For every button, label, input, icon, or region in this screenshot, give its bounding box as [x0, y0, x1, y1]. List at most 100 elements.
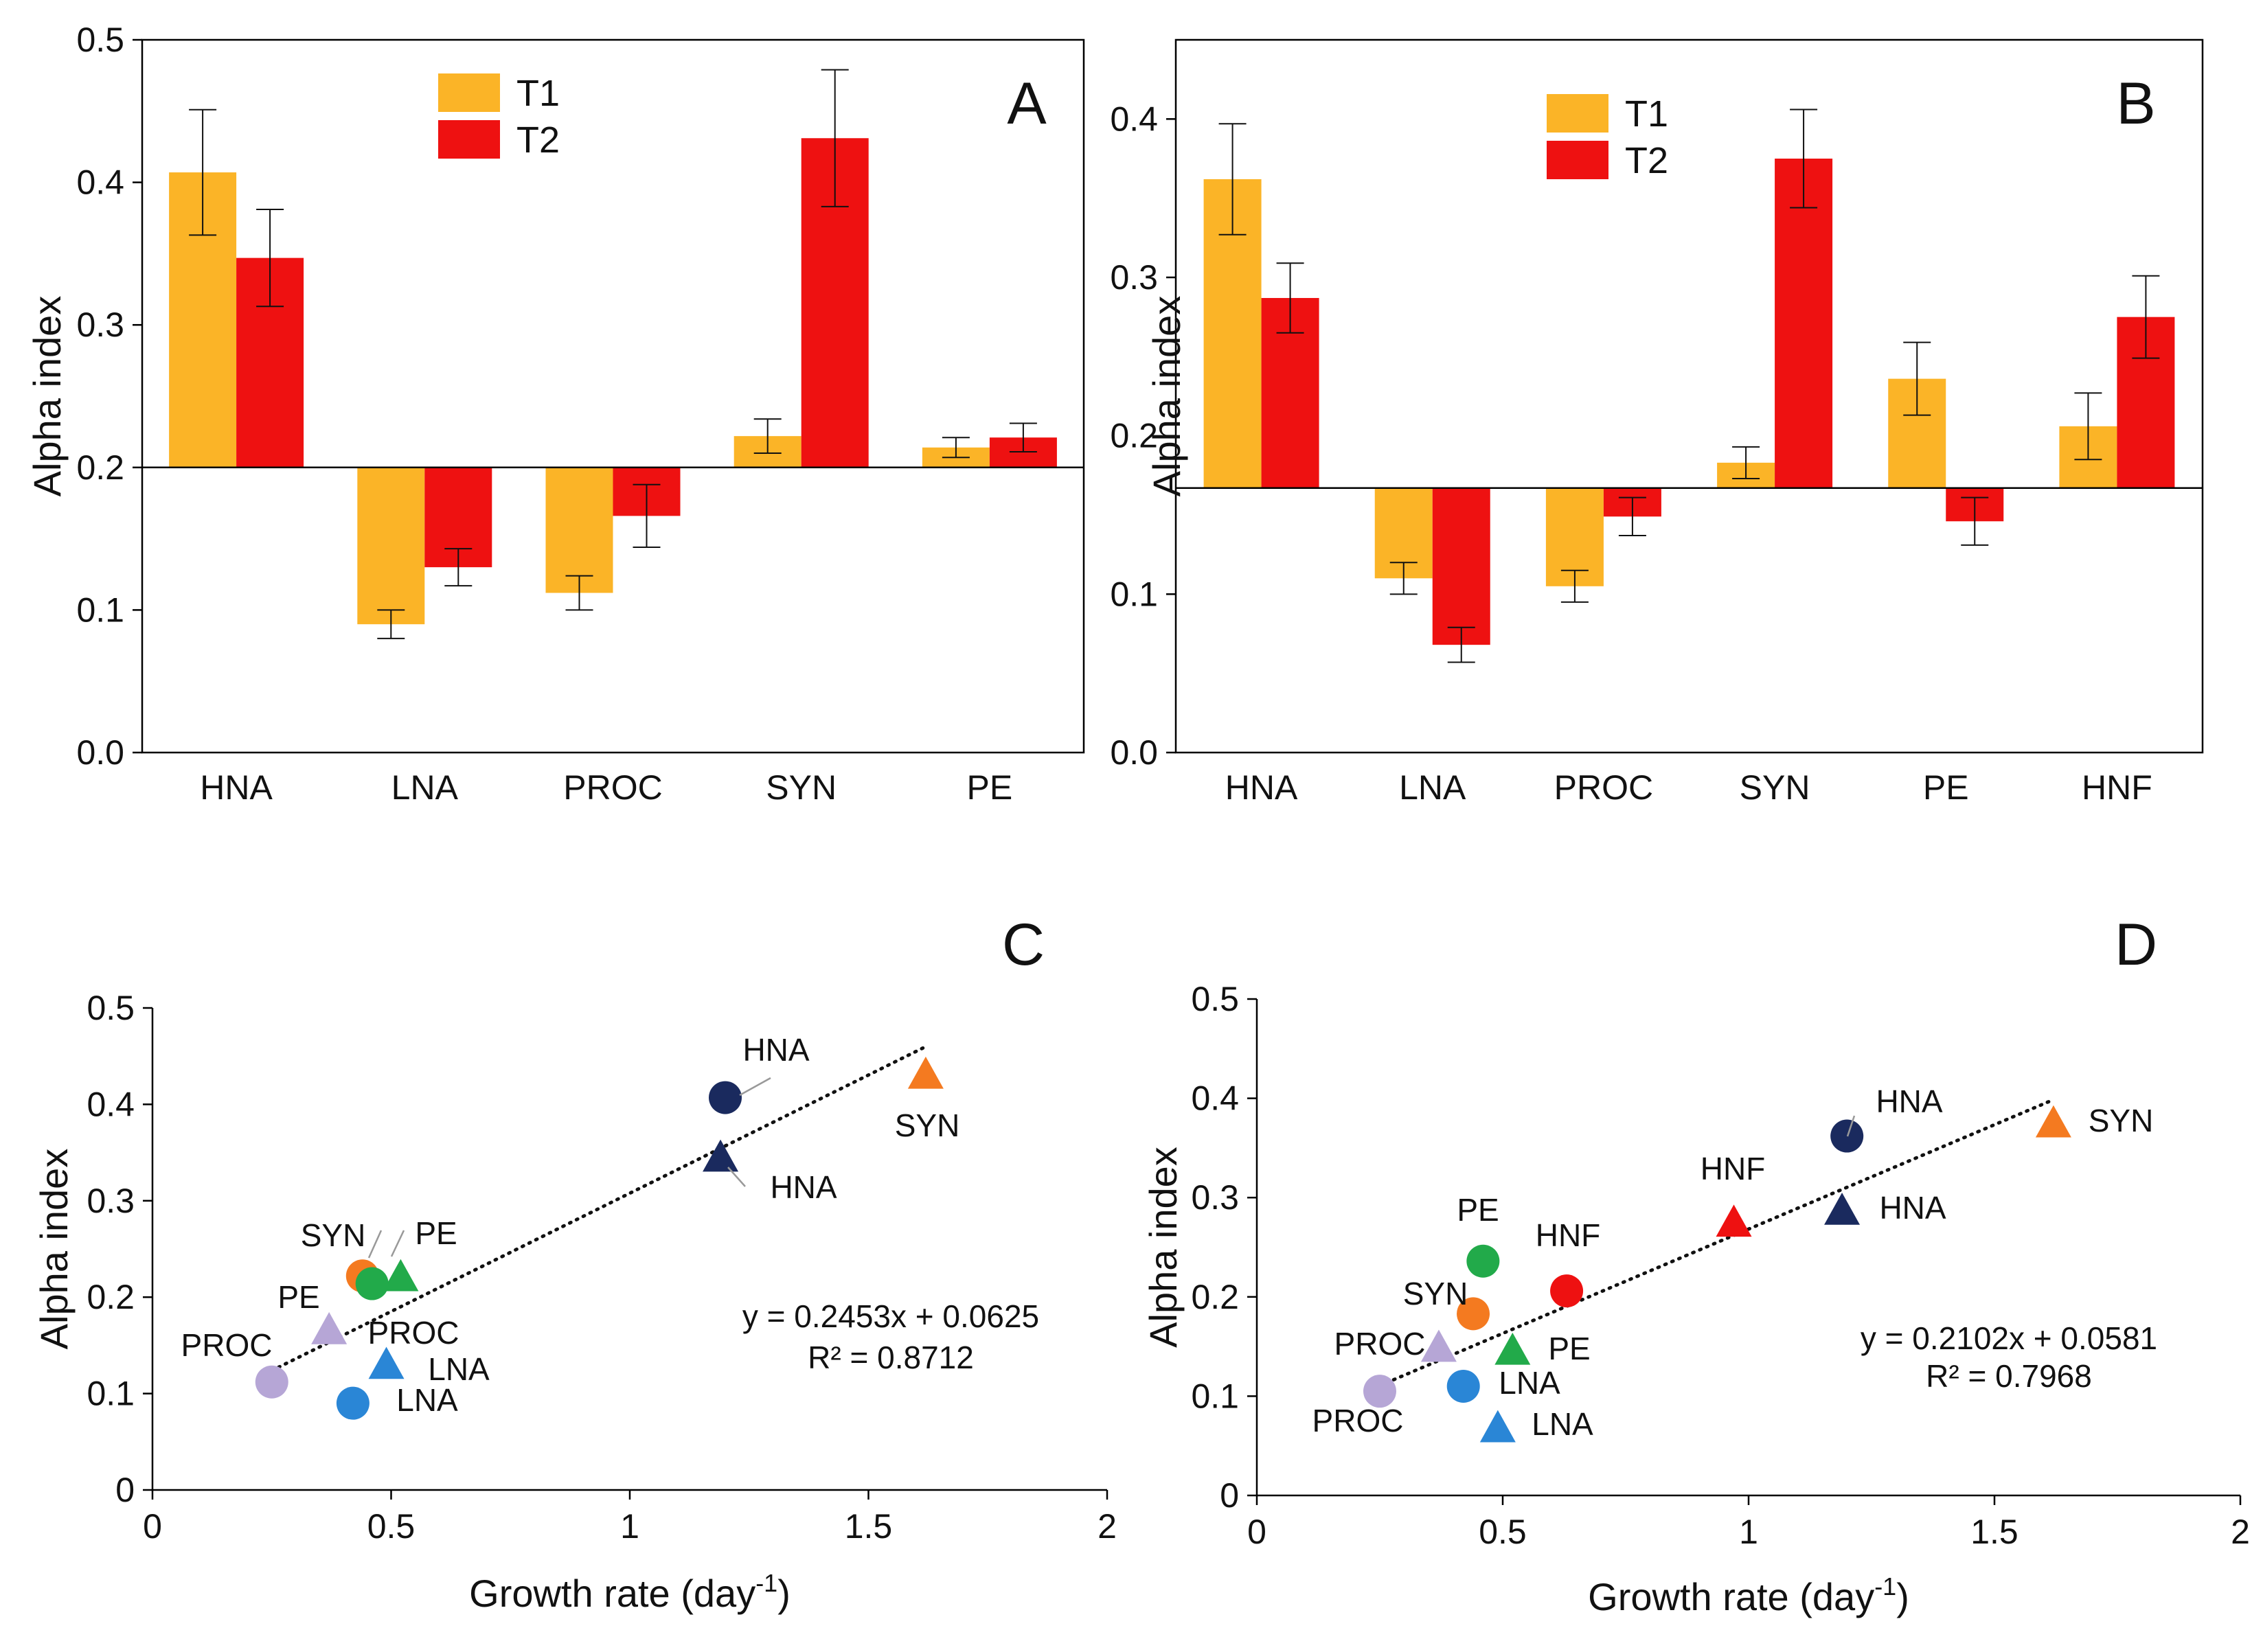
label-leader-line — [367, 1230, 383, 1259]
y-tick-label: 0.4 — [1191, 1079, 1239, 1118]
y-tick-label: 0.1 — [76, 590, 124, 629]
x-tick-label: 2 — [1098, 1507, 1117, 1546]
data-point-circle-pe — [1466, 1244, 1500, 1278]
point-label: PROC — [368, 1315, 459, 1351]
label-leader-line — [1846, 1115, 1856, 1137]
point-label: PE — [1457, 1192, 1499, 1228]
point-label: LNA — [1532, 1406, 1593, 1442]
y-tick-label: 0.3 — [1110, 258, 1158, 297]
point-label: SYN — [895, 1108, 960, 1143]
panel-b-bar-chart: 0.0 0.1 0.2 0.3 0.4 HNA LNA PROC SYN PE HNF Alpha i… — [1110, 38, 2204, 807]
legend-label: T2 — [516, 119, 560, 161]
point-label: PROC — [1334, 1326, 1426, 1362]
y-tick-label: 0.1 — [1110, 575, 1158, 613]
panel-letter: D — [2115, 912, 2157, 978]
label-leader-line — [727, 1167, 746, 1187]
category-label: PE — [967, 768, 1013, 807]
point-label: SYN — [2089, 1103, 2154, 1138]
bar-t1-lna — [357, 467, 425, 625]
point-label: LNA — [428, 1351, 490, 1387]
category-label: LNA — [1399, 768, 1466, 807]
data-point-circle-hna — [709, 1081, 742, 1114]
x-axis-label: Growth rate (day-1) — [469, 1569, 791, 1615]
panel-letter: A — [1007, 71, 1047, 137]
category-label: HNA — [200, 768, 273, 807]
y-axis-label: Alpha index — [25, 296, 69, 497]
x-axis-label: Growth rate (day-1) — [1588, 1572, 1909, 1618]
x-axis-label-superscript: -1 — [1874, 1572, 1896, 1601]
data-point-triangle-hna — [703, 1139, 739, 1172]
category-label: SYN — [766, 768, 837, 807]
category-label: PE — [1923, 768, 1969, 807]
y-tick-label: 0.1 — [1191, 1377, 1239, 1415]
legend-swatch-t2 — [1547, 141, 1608, 179]
legend-label: T1 — [1625, 93, 1668, 135]
category-label: SYN — [1740, 768, 1810, 807]
legend-swatch-t1 — [1547, 94, 1608, 133]
data-point-circle-hnf — [1550, 1274, 1584, 1308]
legend-swatch-t1 — [438, 73, 500, 112]
x-tick-label: 2 — [2231, 1513, 2250, 1551]
category-label: HNA — [1225, 768, 1298, 807]
panel-letter: B — [2116, 71, 2155, 137]
y-axis-label: Alpha index — [32, 1149, 76, 1350]
data-point-triangle-syn — [907, 1056, 944, 1089]
plot-frame — [1174, 38, 2204, 754]
y-tick-label: 0.0 — [1110, 733, 1158, 772]
x-tick-label: 0.5 — [367, 1507, 416, 1546]
legend-label: T1 — [516, 73, 560, 114]
y-tick-label: 0.5 — [87, 989, 135, 1027]
data-point-triangle-hnf — [1716, 1204, 1752, 1237]
data-point-triangle-lna — [368, 1346, 405, 1379]
legend-swatch-t2 — [438, 120, 500, 159]
panel-a-bar-chart: 0.0 0.1 0.2 0.3 0.4 0.5 HNA LNA PROC SYN PE Alpha i… — [25, 21, 1085, 807]
data-point-triangle-pe — [383, 1259, 419, 1292]
category-label: PROC — [563, 768, 662, 807]
y-tick-label: 0.3 — [76, 306, 124, 344]
data-point-triangle-hna — [1824, 1192, 1861, 1225]
x-tick-label: 1.5 — [845, 1507, 893, 1546]
data-point-triangle-proc — [311, 1311, 348, 1344]
r-squared: R² = 0.7968 — [1926, 1358, 2092, 1394]
y-tick-label: 0 — [1220, 1476, 1239, 1515]
category-label: PROC — [1554, 768, 1653, 807]
panel-letter: C — [1002, 912, 1045, 978]
y-axis-label: Alpha index — [1145, 296, 1188, 497]
point-label: HNF — [1536, 1217, 1601, 1253]
point-label: LNA — [1499, 1365, 1560, 1401]
trend-line — [270, 1044, 928, 1373]
plot-frame — [141, 38, 1085, 754]
x-axis-label-main: Growth rate (day — [1588, 1575, 1874, 1618]
x-axis-label-end: ) — [777, 1572, 791, 1615]
y-tick-label: 0.1 — [87, 1375, 135, 1413]
bar-t2-syn — [1775, 159, 1833, 488]
point-label: HNA — [1876, 1083, 1942, 1119]
y-tick-label: 0.5 — [76, 21, 124, 59]
point-label: PE — [1548, 1331, 1590, 1366]
point-label: SYN — [301, 1217, 366, 1253]
point-label: HNF — [1701, 1151, 1766, 1186]
y-tick-label: 0.0 — [76, 733, 124, 772]
point-label: PE — [415, 1215, 457, 1251]
label-leader-line — [739, 1077, 771, 1097]
y-tick-label: 0.4 — [1110, 100, 1158, 138]
label-leader-line — [390, 1230, 405, 1257]
panel-d-scatter-plot: 0 0.1 0.2 0.3 0.4 0.5 0 0.5 1 1.5 2 HNA HNA SYN SYN HNF… — [1141, 912, 2250, 1618]
y-tick-label: 0.3 — [87, 1182, 135, 1220]
y-tick-label: 0.4 — [76, 163, 124, 202]
point-label: HNA — [1879, 1190, 1946, 1226]
y-tick-label: 0.2 — [87, 1278, 135, 1316]
point-label: SYN — [1403, 1276, 1468, 1311]
data-point-circle-syn — [1457, 1297, 1490, 1331]
y-axis-label: Alpha index — [1141, 1147, 1185, 1348]
regression-equation: y = 0.2453x + 0.0625 — [742, 1298, 1039, 1334]
x-tick-label: 0.5 — [1479, 1513, 1527, 1551]
regression-equation: y = 0.2102x + 0.0581 — [1861, 1320, 2157, 1356]
data-point-circle-lna — [336, 1386, 369, 1420]
point-label: PROC — [1312, 1403, 1404, 1438]
x-tick-label: 1.5 — [1970, 1513, 2018, 1551]
bar-t2-lna — [1432, 487, 1490, 645]
trend-line — [1378, 1098, 2056, 1388]
x-tick-label: 0 — [143, 1507, 162, 1546]
